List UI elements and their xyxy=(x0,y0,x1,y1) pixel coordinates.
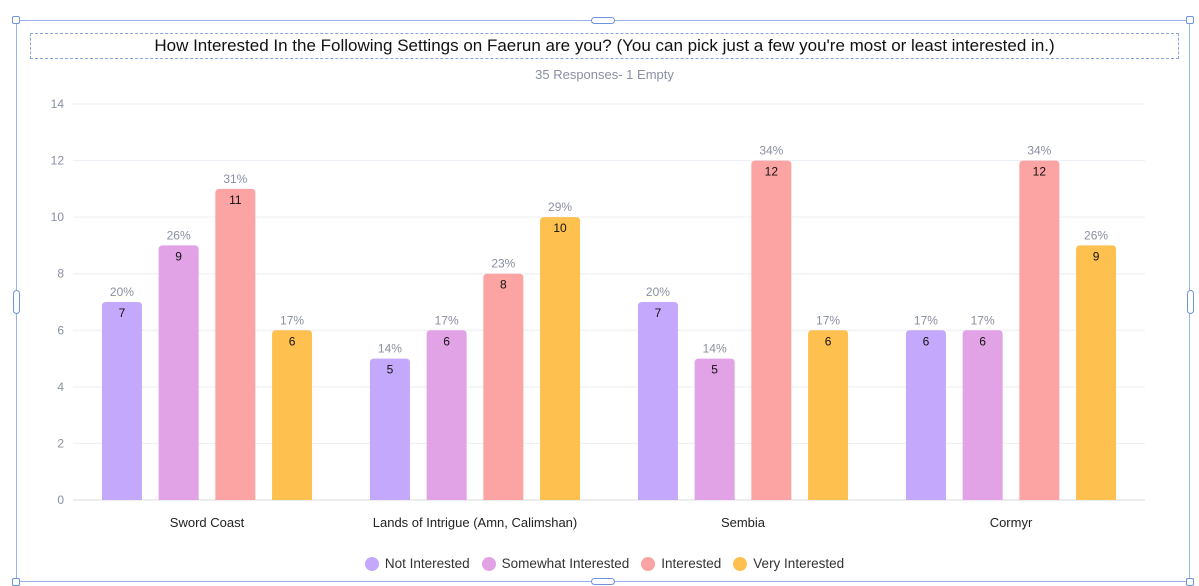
bar-percent-label: 23% xyxy=(491,257,515,271)
bar-percent-label: 31% xyxy=(223,172,247,186)
bar-value-label: 6 xyxy=(825,334,832,348)
bar xyxy=(272,330,313,500)
bar xyxy=(158,245,199,500)
bar-value-label: 6 xyxy=(289,334,296,348)
chart-title-box[interactable]: How Interested In the Following Settings… xyxy=(30,33,1179,59)
bar xyxy=(540,217,581,500)
legend-swatch xyxy=(641,556,656,571)
legend-label: Interested xyxy=(661,556,722,571)
bar-percent-label: 20% xyxy=(110,285,134,299)
bar-percent-label: 17% xyxy=(816,313,840,327)
legend-swatch xyxy=(733,556,748,571)
bar-percent-label: 34% xyxy=(1027,144,1051,158)
bar-percent-label: 26% xyxy=(1084,228,1108,242)
bar-value-label: 11 xyxy=(229,193,242,207)
legend-item[interactable]: Very Interested xyxy=(733,556,844,571)
chart-legend: Not Interested Somewhat Interested Interes… xyxy=(0,556,1199,571)
bar-value-label: 6 xyxy=(443,334,450,348)
bar-value-label: 6 xyxy=(923,334,930,348)
x-tick-label: Sword Coast xyxy=(170,515,245,530)
bar xyxy=(637,302,678,500)
bar-value-label: 6 xyxy=(979,334,986,348)
y-tick-label: 4 xyxy=(57,380,64,394)
chart-subtitle: 35 Responses- 1 Empty xyxy=(535,67,674,82)
bar-value-label: 9 xyxy=(175,249,182,263)
bar-value-label: 10 xyxy=(553,221,567,235)
bar-value-label: 12 xyxy=(1033,165,1047,179)
bar xyxy=(215,188,256,500)
y-tick-label: 2 xyxy=(57,436,64,450)
bar xyxy=(1019,160,1060,501)
bar xyxy=(101,302,142,500)
bar xyxy=(905,330,946,500)
legend-swatch xyxy=(364,556,379,571)
bar xyxy=(751,160,792,501)
legend-item[interactable]: Interested xyxy=(641,556,721,571)
bar-value-label: 9 xyxy=(1093,249,1100,263)
bar xyxy=(694,358,735,500)
bar-percent-label: 17% xyxy=(280,313,304,327)
legend-label: Somewhat Interested xyxy=(501,556,630,571)
bar-percent-label: 29% xyxy=(548,200,572,214)
y-tick-label: 6 xyxy=(57,323,64,337)
x-tick-label: Cormyr xyxy=(990,515,1033,530)
bar-value-label: 5 xyxy=(711,363,718,377)
resize-handle-top-right[interactable] xyxy=(1186,16,1194,24)
bar-percent-label: 20% xyxy=(646,285,670,299)
bar xyxy=(483,273,524,500)
bar xyxy=(808,330,849,500)
legend-item[interactable]: Not Interested xyxy=(364,556,470,571)
bar xyxy=(962,330,1003,500)
bar-value-label: 8 xyxy=(500,278,507,292)
bar xyxy=(1076,245,1117,500)
legend-swatch xyxy=(481,556,496,571)
bar-percent-label: 14% xyxy=(378,342,402,356)
legend-label: Very Interested xyxy=(753,556,845,571)
y-tick-label: 14 xyxy=(51,97,65,111)
bar-percent-label: 14% xyxy=(703,342,727,356)
chart-title: How Interested In the Following Settings… xyxy=(154,36,1055,55)
legend-label: Not Interested xyxy=(384,556,470,571)
bar-percent-label: 17% xyxy=(435,313,459,327)
y-tick-label: 10 xyxy=(51,210,65,224)
x-tick-label: Sembia xyxy=(721,515,766,530)
resize-handle-right[interactable] xyxy=(1187,290,1194,314)
bar xyxy=(426,330,467,500)
y-tick-label: 12 xyxy=(51,154,65,168)
legend-item[interactable]: Somewhat Interested xyxy=(481,556,630,571)
bar-value-label: 7 xyxy=(119,306,126,320)
x-tick-label: Lands of Intrigue (Amn, Calimshan) xyxy=(373,515,577,530)
bar-percent-label: 26% xyxy=(167,228,191,242)
bar-percent-label: 17% xyxy=(914,313,938,327)
resize-handle-left[interactable] xyxy=(13,290,20,314)
y-tick-label: 8 xyxy=(57,267,64,281)
bar-value-label: 7 xyxy=(655,306,662,320)
bar-percent-label: 17% xyxy=(971,313,995,327)
bar-percent-label: 34% xyxy=(759,144,783,158)
y-tick-label: 0 xyxy=(57,493,64,507)
bar xyxy=(369,358,410,500)
resize-handle-top-left[interactable] xyxy=(12,16,20,24)
bar-value-label: 12 xyxy=(765,165,779,179)
resize-handle-top[interactable] xyxy=(591,17,615,24)
bar-value-label: 5 xyxy=(387,363,394,377)
